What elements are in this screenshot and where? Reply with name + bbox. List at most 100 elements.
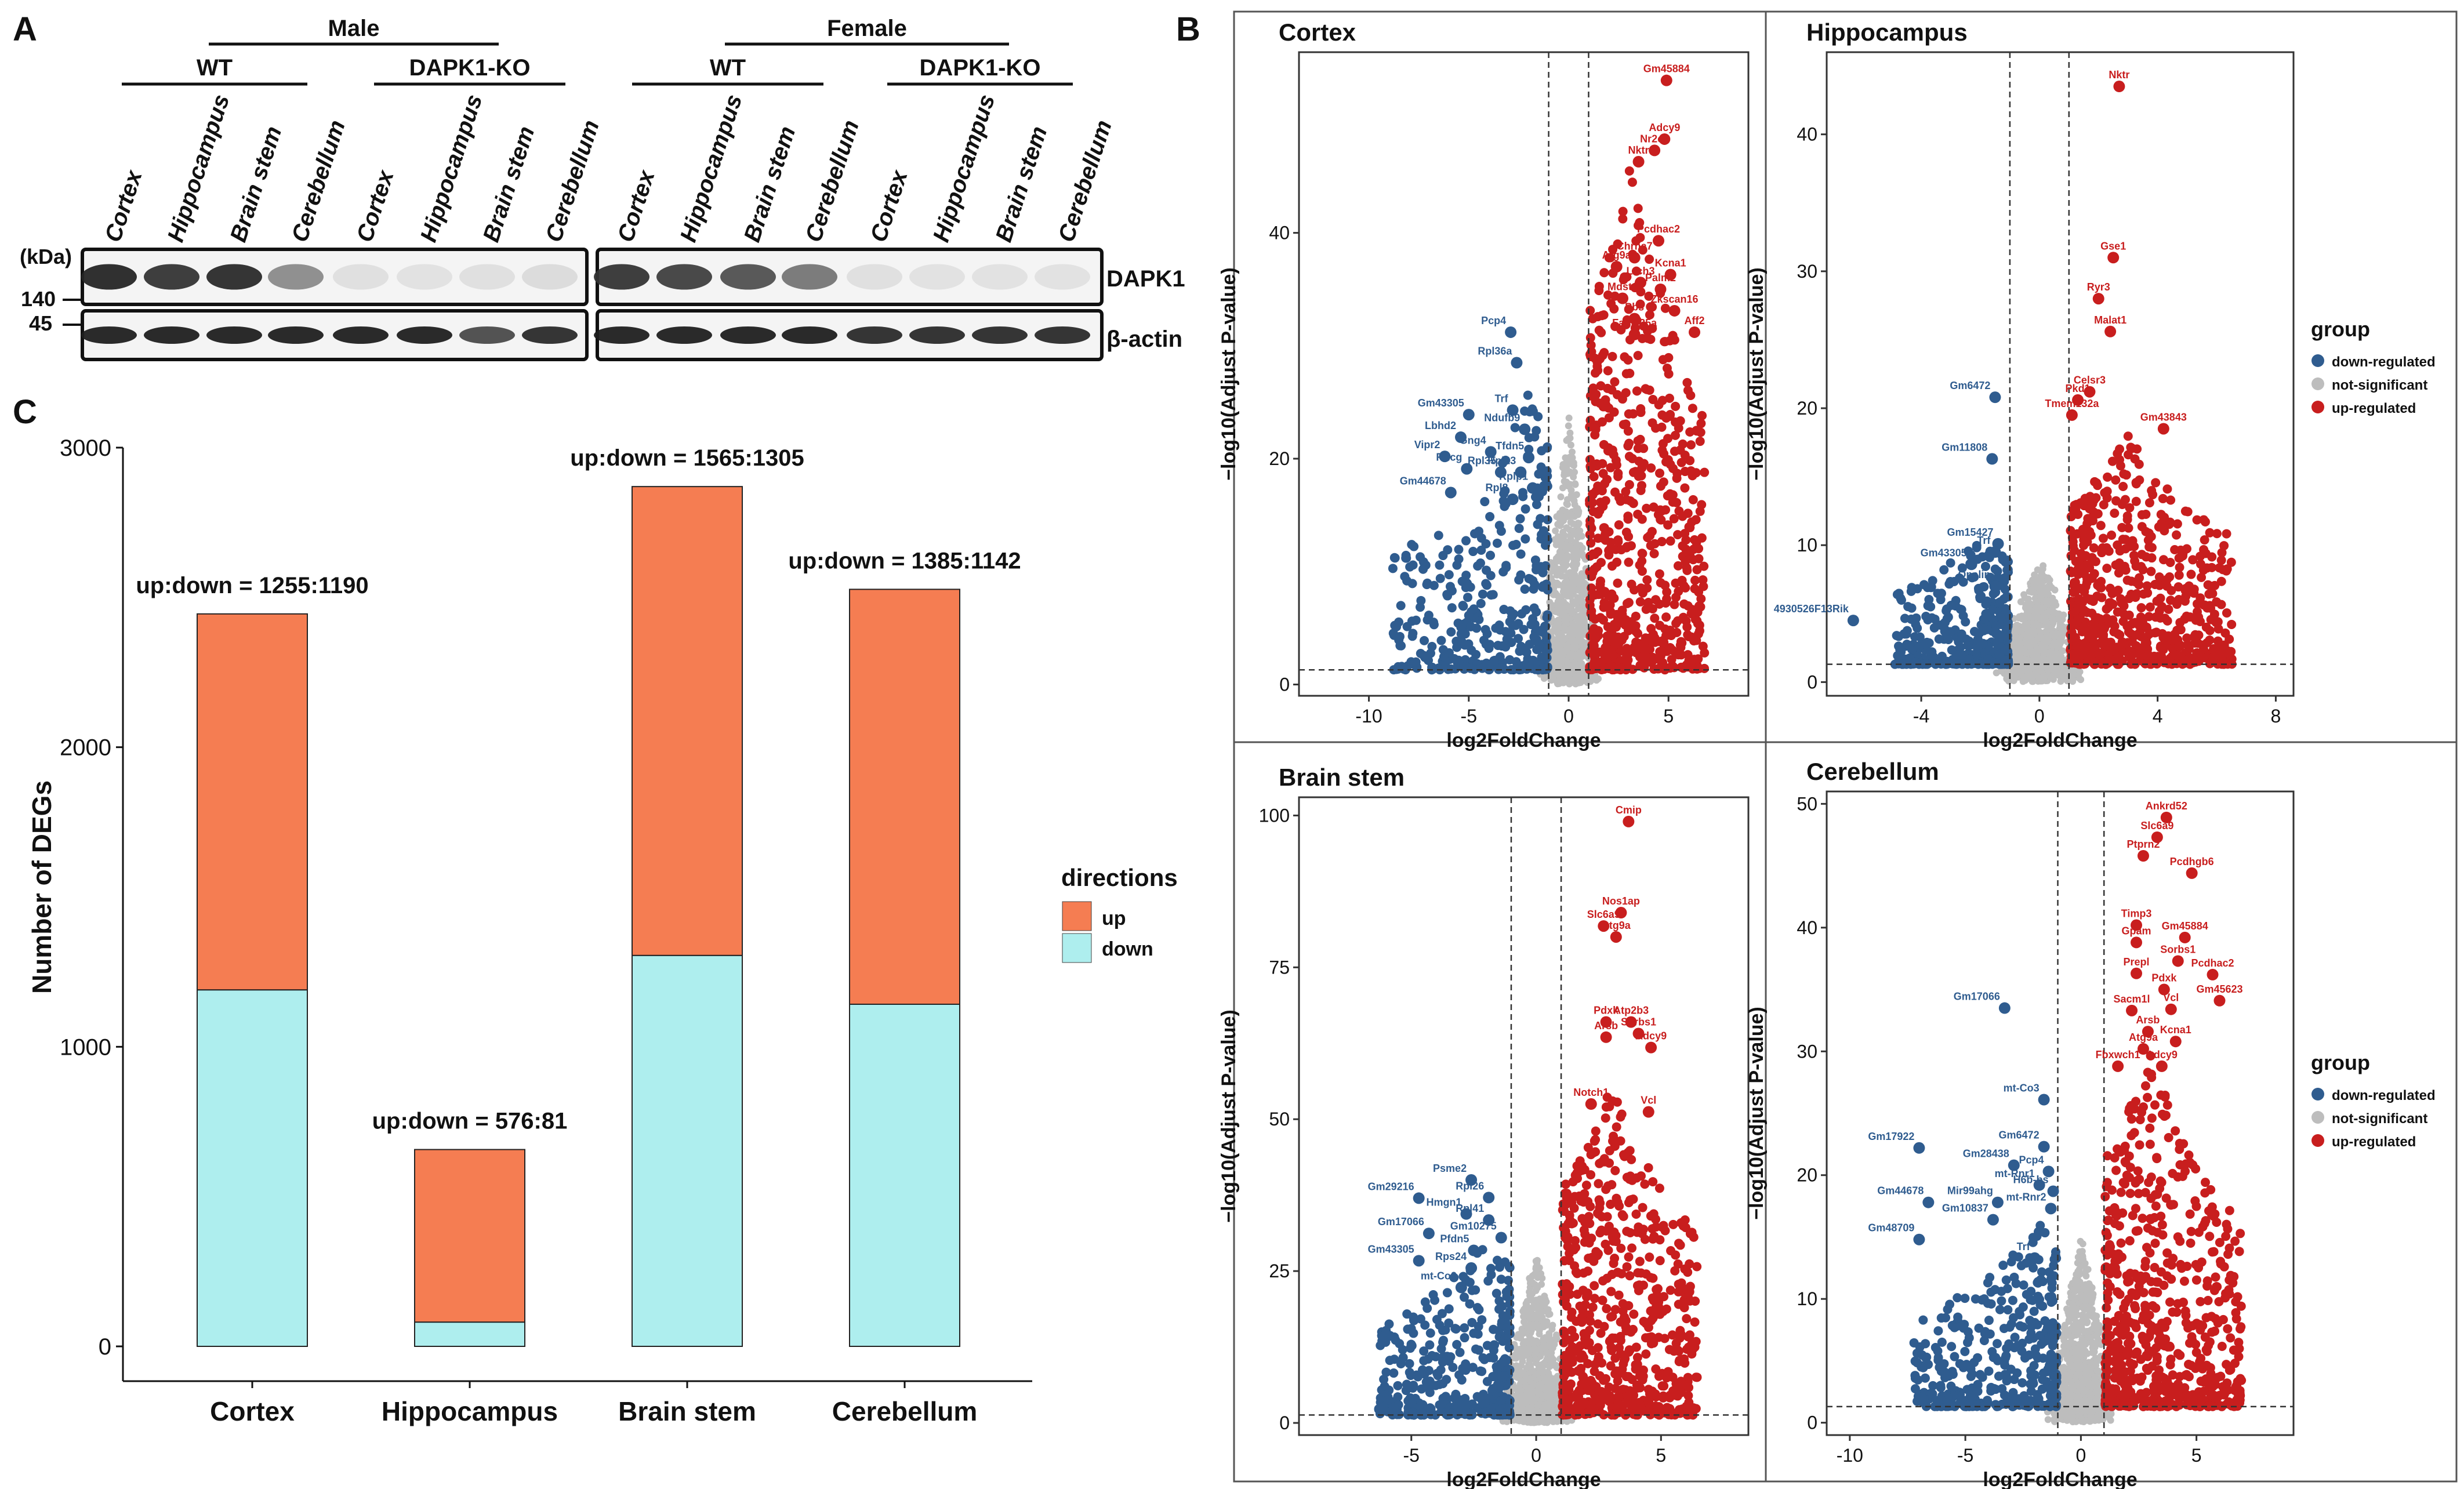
point-down-regulated — [1447, 603, 1457, 613]
point-down-regulated — [1894, 631, 1904, 641]
point-up-regulated — [1598, 459, 1607, 469]
point-up-regulated — [1597, 417, 1607, 427]
gene-label: Rpl8 — [1486, 482, 1508, 493]
point-up-regulated — [2192, 515, 2202, 525]
point-not-significant — [1562, 589, 1570, 596]
directions-legend-title: directions — [1061, 864, 1178, 891]
gene-label: Palm2 — [1645, 272, 1676, 284]
gene-label: Pcdhac2 — [1637, 223, 1680, 235]
point-up-regulated — [1594, 281, 1604, 291]
point-not-significant — [2048, 673, 2056, 681]
point-down-regulated — [1522, 664, 1532, 674]
point-up-regulated — [2196, 559, 2205, 569]
point-up-regulated — [2083, 514, 2093, 524]
point-up-regulated — [2102, 564, 2112, 573]
point-down-regulated — [1943, 634, 1953, 644]
point-not-significant — [1567, 676, 1575, 684]
gene-point-kcna1 — [1664, 268, 1676, 281]
volcano-ylabel: −log10(Adjust P-value) — [1218, 1009, 1240, 1222]
point-down-regulated — [1408, 629, 1418, 638]
point-up-regulated — [1673, 616, 1683, 626]
point-down-regulated — [1534, 469, 1544, 479]
point-not-significant — [2057, 624, 2064, 632]
point-up-regulated — [1613, 578, 1623, 588]
point-not-significant — [1561, 471, 1568, 479]
point-up-regulated — [2123, 431, 2133, 441]
point-not-significant — [2023, 606, 2030, 613]
point-up-regulated — [1610, 377, 1620, 387]
point-up-regulated — [2144, 498, 2154, 508]
point-down-regulated — [1966, 550, 1976, 560]
point-not-significant — [2049, 619, 2057, 627]
point-up-regulated — [1607, 385, 1617, 395]
marker-45-label: 45 — [29, 311, 52, 335]
point-up-regulated — [1635, 299, 1645, 309]
point-up-regulated — [1688, 495, 1698, 504]
point-down-regulated — [1438, 645, 1448, 655]
point-up-regulated — [1695, 437, 1705, 446]
point-up-regulated — [2180, 586, 2190, 595]
point-down-regulated — [1963, 641, 1973, 651]
point-up-regulated — [1585, 567, 1595, 577]
point-not-significant — [1567, 460, 1574, 467]
point-down-regulated — [1902, 640, 1912, 649]
point-up-regulated — [1624, 480, 1634, 489]
gene-label: Aff2 — [1685, 315, 1705, 326]
point-up-regulated — [2109, 627, 2119, 637]
point-down-regulated — [1521, 534, 1530, 544]
point-up-regulated — [2086, 557, 2096, 566]
point-up-regulated — [1637, 566, 1647, 576]
point-up-regulated — [1665, 459, 1675, 469]
gene-label: Gm43843 — [2140, 411, 2187, 423]
point-not-significant — [1535, 1314, 1543, 1322]
point-not-significant — [1567, 441, 1574, 449]
point-down-regulated — [1907, 583, 1917, 593]
point-not-significant — [1568, 635, 1576, 643]
point-not-significant — [2051, 586, 2059, 594]
point-up-regulated — [1699, 561, 1709, 571]
point-down-regulated — [1538, 526, 1548, 536]
point-down-regulated — [1520, 406, 1530, 416]
point-up-regulated — [1585, 648, 1595, 658]
point-down-regulated — [1401, 553, 1411, 563]
point-up-regulated — [1631, 647, 1641, 656]
point-up-regulated — [1672, 497, 1682, 507]
point-up-regulated — [1636, 408, 1646, 417]
point-down-regulated — [1427, 642, 1437, 652]
point-up-regulated — [1679, 599, 1689, 609]
point-up-regulated — [1606, 662, 1616, 671]
point-not-significant — [1575, 679, 1583, 687]
gene-label: Ndufb9 — [1484, 412, 1520, 423]
point-up-regulated — [1630, 585, 1639, 595]
band-label-beta-actin: β-actin — [1106, 326, 1182, 352]
point-not-significant — [1571, 624, 1578, 632]
point-not-significant — [1567, 486, 1575, 494]
point-up-regulated — [2131, 593, 2140, 602]
point-up-regulated — [2114, 558, 2124, 568]
point-up-regulated — [1585, 455, 1595, 464]
point-not-significant — [1576, 649, 1584, 657]
bar-chart-ylabel: Number of DEGs — [27, 780, 57, 994]
point-up-regulated — [2115, 444, 2125, 454]
x-tick-label: 0 — [1531, 1445, 1541, 1466]
point-not-significant — [2015, 634, 2023, 642]
point-up-regulated — [1604, 546, 1614, 555]
point-up-regulated — [2103, 638, 2113, 648]
point-up-regulated — [2111, 475, 2121, 485]
point-down-regulated — [1506, 628, 1516, 638]
point-not-significant — [1550, 637, 1558, 644]
point-up-regulated — [1649, 549, 1659, 558]
gene-point-aff2 — [1689, 326, 1700, 338]
point-up-regulated — [1659, 477, 1668, 487]
band — [594, 326, 649, 344]
point-down-regulated — [1411, 657, 1421, 667]
point-up-regulated — [1599, 268, 1609, 278]
point-up-regulated — [1667, 655, 1676, 664]
point-up-regulated — [2136, 650, 2146, 660]
gene-point-gm44678 — [1445, 486, 1457, 499]
point-up-regulated — [2170, 544, 2180, 554]
point-down-regulated — [1461, 536, 1471, 546]
band — [459, 264, 515, 290]
point-down-regulated — [1542, 612, 1552, 622]
point-down-regulated — [1407, 540, 1417, 550]
